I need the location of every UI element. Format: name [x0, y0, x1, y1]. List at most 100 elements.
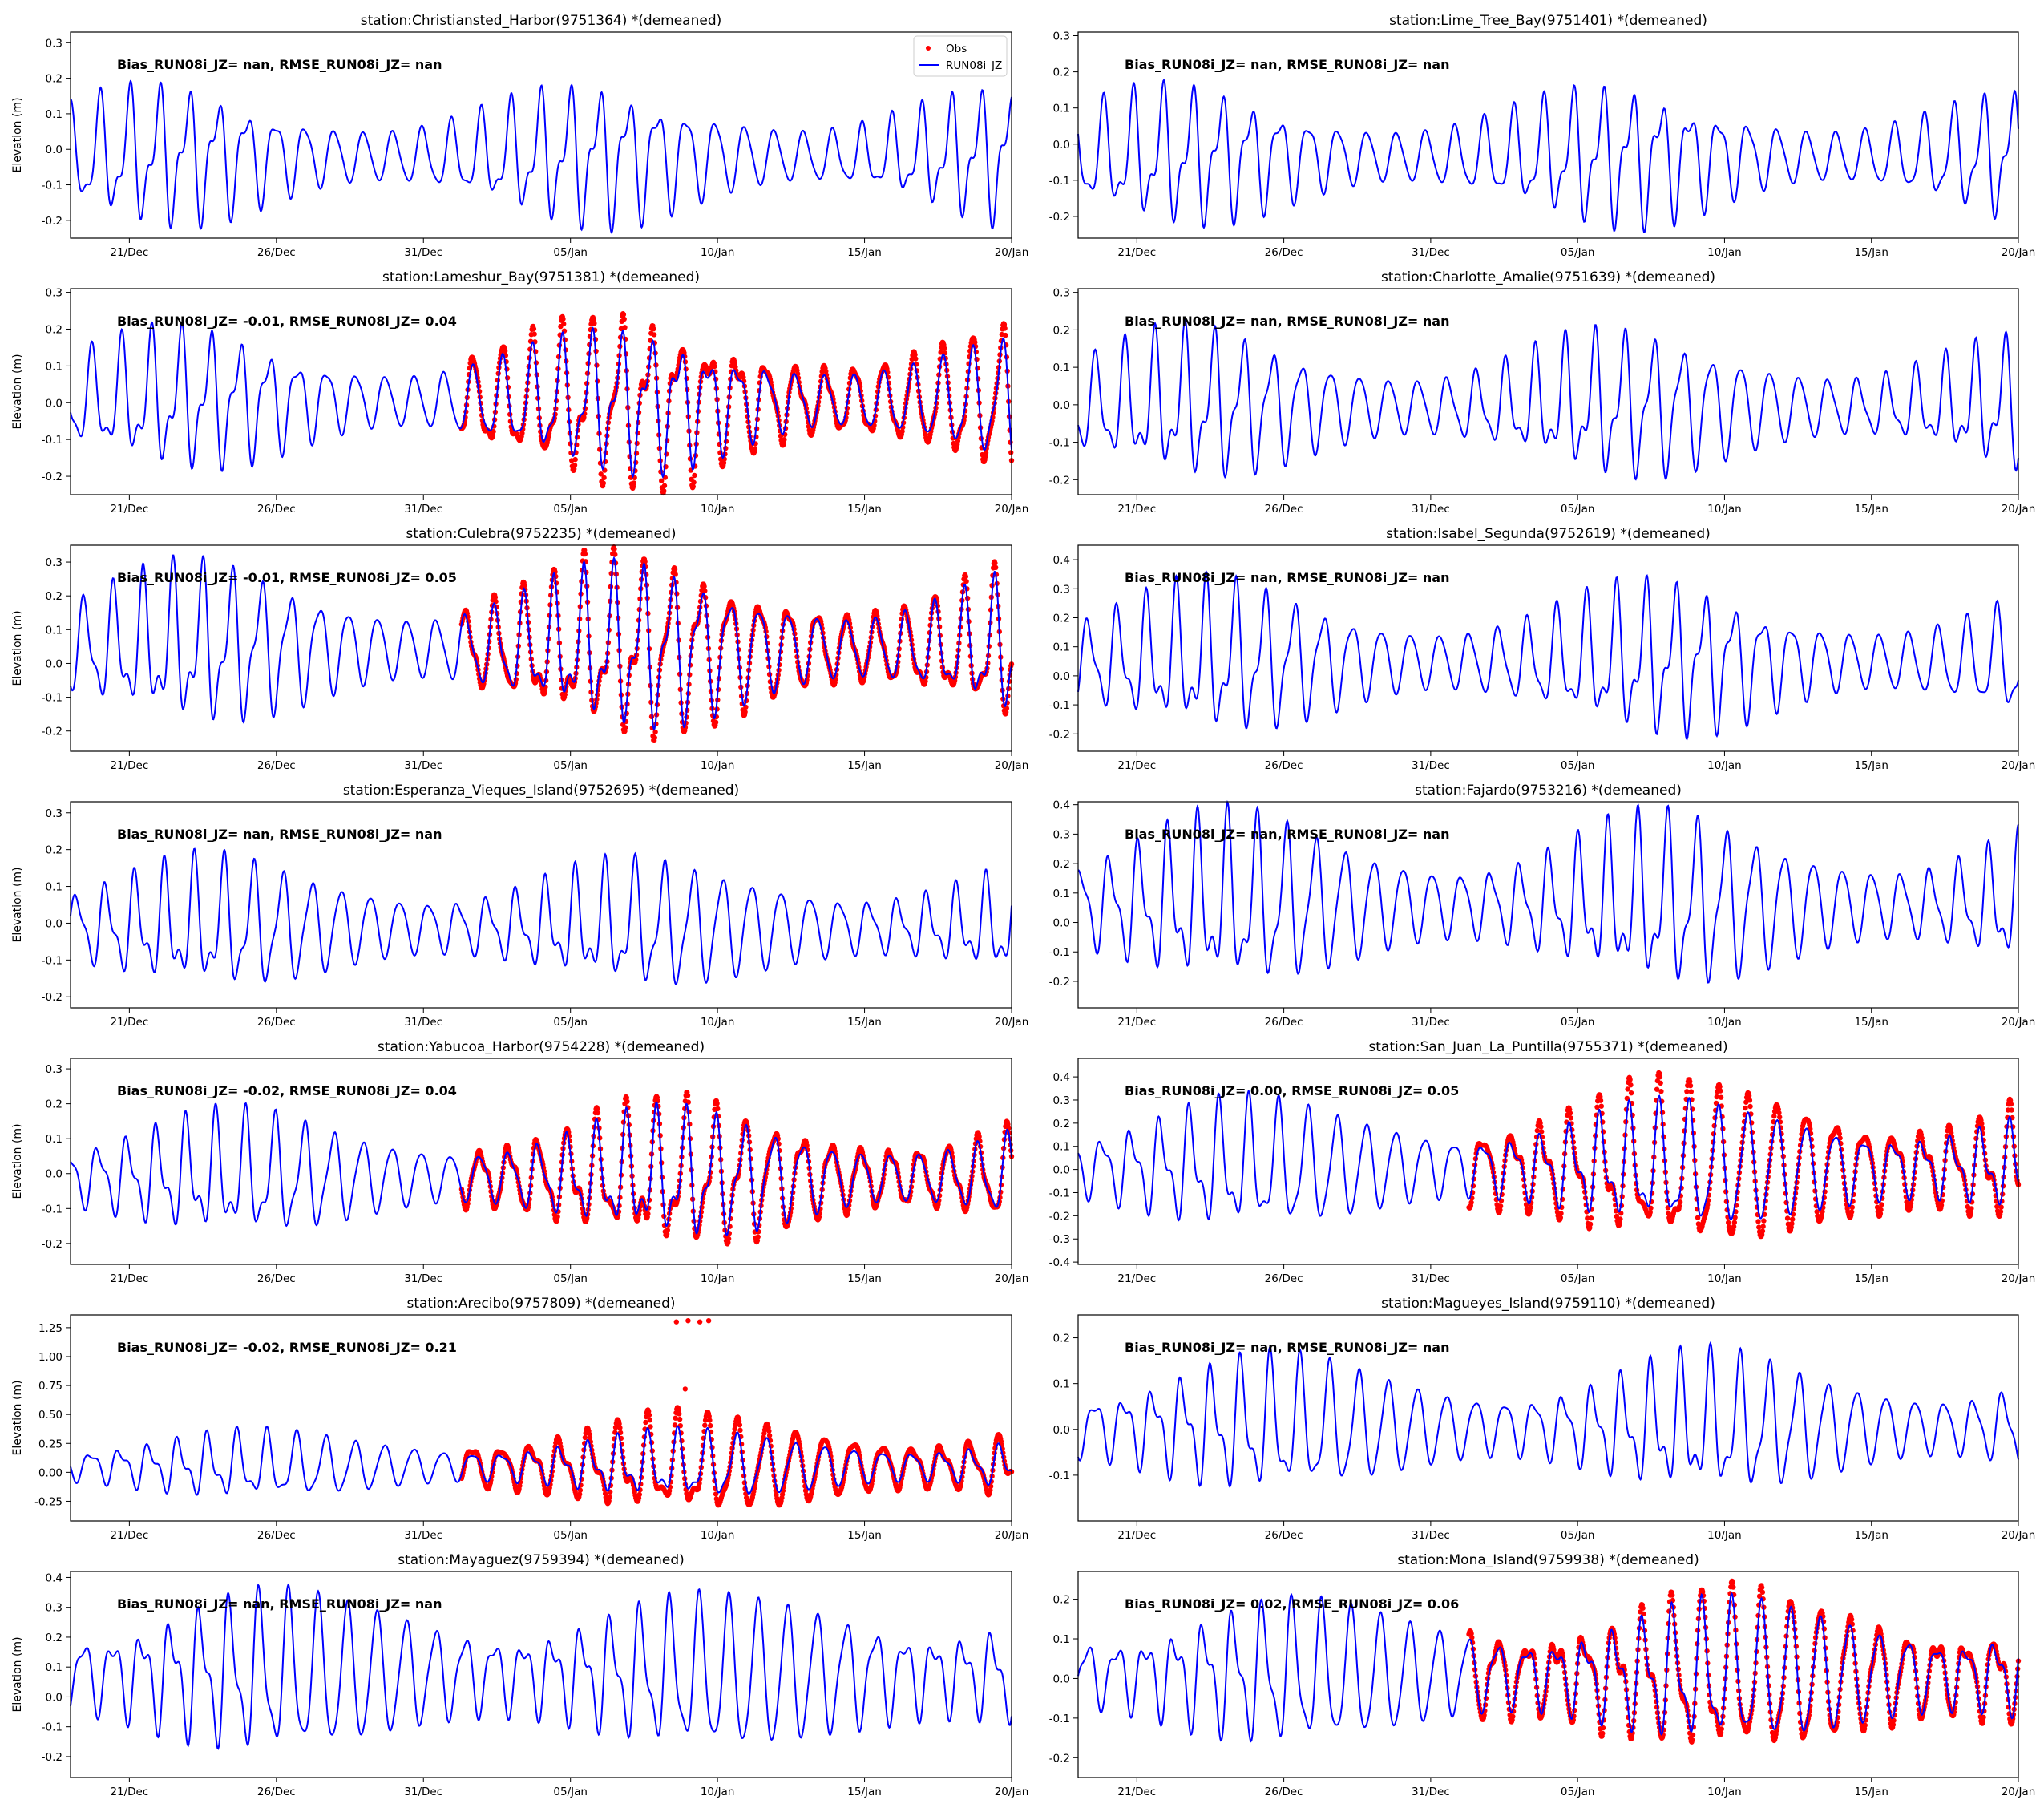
- obs-outlier-point: [673, 1319, 679, 1325]
- y-tick-label: 1.25: [38, 1322, 63, 1335]
- panel-title: station:Lameshur_Bay(9751381) *(demeaned…: [382, 269, 700, 285]
- x-tick-label: 21/Dec: [110, 1272, 148, 1285]
- obs-point: [1558, 1211, 1564, 1216]
- obs-point: [659, 478, 665, 483]
- obs-point: [1969, 1206, 1974, 1211]
- obs-point: [983, 450, 989, 455]
- y-tick-label: -0.2: [42, 1751, 63, 1764]
- obs-point: [661, 483, 668, 488]
- obs-point: [623, 725, 628, 730]
- legend-obs-label: Obs: [946, 42, 967, 55]
- obs-point: [1761, 1218, 1767, 1224]
- x-tick-label: 15/Jan: [1854, 1016, 1888, 1029]
- y-tick-label: 0.3: [46, 287, 63, 300]
- obs-point: [766, 1433, 773, 1438]
- y-tick-label: 0.3: [46, 1063, 63, 1076]
- obs-point: [582, 1434, 588, 1441]
- x-tick-label: 05/Jan: [1561, 759, 1595, 772]
- obs-point: [755, 1234, 761, 1240]
- x-tick-label: 20/Jan: [2002, 1786, 2036, 1798]
- obs-point: [1743, 1105, 1748, 1111]
- obs-point: [562, 691, 568, 698]
- obs-point: [1718, 1088, 1723, 1094]
- y-axis-label: Elevation (m): [11, 97, 24, 172]
- obs-point: [1587, 1221, 1594, 1228]
- y-tick-label: 0.0: [46, 917, 63, 930]
- x-tick-label: 05/Jan: [1561, 1529, 1595, 1542]
- x-tick-label: 26/Dec: [257, 759, 296, 772]
- obs-point: [646, 1412, 652, 1418]
- x-tick-label: 20/Jan: [2002, 503, 2036, 516]
- obs-point: [620, 312, 627, 318]
- obs-point: [492, 594, 499, 601]
- y-tick-label: 0.1: [46, 360, 63, 373]
- obs-point: [673, 1415, 678, 1421]
- stats-annotation: Bias_RUN08i_JZ= 0.00, RMSE_RUN08i_JZ= 0.…: [1125, 1083, 1459, 1098]
- y-tick-label: 0.1: [1053, 641, 1070, 654]
- y-tick-label: -0.4: [1049, 1256, 1070, 1269]
- y-tick-label: 0.1: [1053, 888, 1070, 900]
- obs-point: [741, 374, 746, 380]
- obs-point: [707, 1418, 713, 1423]
- y-tick-label: 0.50: [38, 1409, 63, 1422]
- y-axis-label: Elevation (m): [11, 610, 24, 686]
- obs-point: [1979, 1121, 1985, 1126]
- y-tick-label: -0.1: [42, 954, 63, 967]
- x-tick-label: 15/Jan: [1854, 1529, 1888, 1542]
- obs-point: [685, 1099, 691, 1105]
- panel-title: station:Fajardo(9753216) *(demeaned): [1415, 783, 1682, 799]
- obs-point: [661, 488, 667, 494]
- model-series-line: [70, 1101, 1012, 1237]
- stats-annotation: Bias_RUN08i_JZ= nan, RMSE_RUN08i_JZ= nan: [117, 827, 442, 842]
- obs-point: [522, 582, 527, 589]
- y-tick-label: 0.3: [46, 807, 63, 820]
- x-tick-label: 20/Jan: [995, 1272, 1029, 1285]
- x-tick-label: 10/Jan: [701, 1786, 735, 1798]
- model-series-line: [1077, 318, 2019, 481]
- obs-point: [1968, 1211, 1973, 1216]
- y-tick-label: 0.3: [46, 556, 63, 569]
- obs-point: [899, 428, 905, 435]
- y-tick-label: 0.2: [46, 73, 63, 86]
- obs-point: [963, 578, 969, 584]
- y-tick-label: 0.3: [1053, 828, 1070, 841]
- stats-annotation: Bias_RUN08i_JZ= nan, RMSE_RUN08i_JZ= nan: [1125, 57, 1449, 72]
- y-tick-label: 0.0: [1053, 1673, 1070, 1685]
- obs-point: [1687, 1082, 1694, 1089]
- obs-point: [701, 584, 707, 589]
- obs-point: [1657, 1074, 1663, 1080]
- obs-point: [1789, 1221, 1795, 1227]
- y-tick-label: -0.2: [42, 726, 63, 738]
- obs-point: [2008, 1101, 2014, 1107]
- x-tick-label: 20/Jan: [995, 1786, 1029, 1798]
- obs-point: [652, 734, 657, 741]
- x-tick-label: 20/Jan: [995, 1529, 1029, 1542]
- y-tick-label: -0.2: [1049, 728, 1070, 741]
- y-tick-label: 0.2: [46, 323, 63, 336]
- obs-point: [612, 546, 617, 552]
- obs-point: [572, 466, 577, 472]
- x-tick-label: 20/Jan: [2002, 759, 2036, 772]
- y-axis-label: Elevation (m): [11, 1380, 24, 1455]
- obs-point: [702, 588, 708, 594]
- x-tick-label: 26/Dec: [257, 503, 296, 516]
- obs-point: [721, 460, 727, 466]
- obs-point: [972, 339, 978, 346]
- x-tick-label: 05/Jan: [553, 503, 588, 516]
- y-tick-label: 0.0: [46, 657, 63, 670]
- obs-point: [1523, 1202, 1529, 1207]
- x-tick-label: 20/Jan: [995, 246, 1029, 259]
- y-tick-label: -0.1: [42, 434, 63, 447]
- obs-point: [983, 454, 988, 459]
- obs-point: [1557, 1215, 1564, 1220]
- y-tick-label: -0.1: [1049, 1713, 1070, 1725]
- obs-point: [672, 567, 678, 572]
- obs-point: [1746, 1093, 1752, 1099]
- obs-point: [1588, 1215, 1594, 1221]
- x-tick-label: 21/Dec: [110, 1016, 148, 1029]
- axes-frame: [70, 31, 1012, 239]
- obs-point: [1534, 1127, 1541, 1134]
- obs-point: [1755, 1219, 1761, 1224]
- y-tick-label: 0.3: [46, 37, 63, 50]
